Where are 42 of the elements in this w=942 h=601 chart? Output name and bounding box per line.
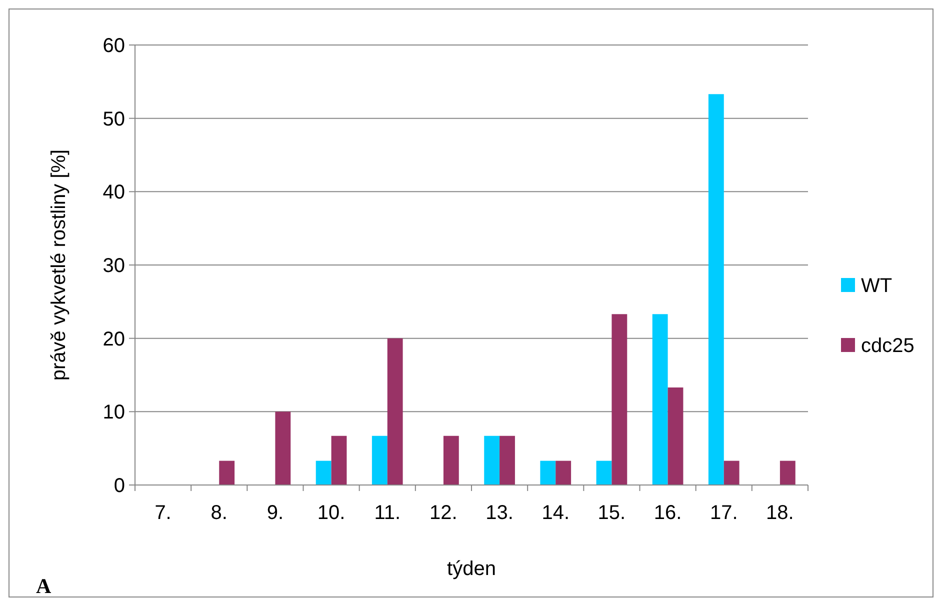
text: A xyxy=(36,574,52,598)
bar xyxy=(556,460,572,485)
x-tick-label: 8. xyxy=(210,502,228,524)
y-axis-title: právě vykvetlé rostliny [%] xyxy=(48,149,70,381)
x-tick-label: 13. xyxy=(486,502,514,524)
x-tick-label: 18. xyxy=(766,502,794,524)
bar xyxy=(780,460,796,485)
bar xyxy=(316,460,332,485)
bar xyxy=(275,412,291,485)
bar xyxy=(724,460,740,485)
x-tick-label: 14. xyxy=(542,502,570,524)
y-tick-label: 40 xyxy=(102,182,125,204)
y-tick-label: 10 xyxy=(102,402,125,424)
legend-label: cdc25 xyxy=(861,335,914,357)
x-tick-label: 9. xyxy=(266,502,284,524)
bar xyxy=(708,94,724,485)
bar xyxy=(387,338,403,485)
y-tick-label: 50 xyxy=(102,108,125,130)
x-tick-label: 17. xyxy=(710,502,738,524)
bar xyxy=(443,436,459,485)
x-tick-label: 15. xyxy=(598,502,626,524)
x-axis-title: týden xyxy=(447,558,496,580)
bar xyxy=(484,436,500,485)
x-tick-label: 11. xyxy=(374,502,401,524)
bar xyxy=(331,436,347,485)
bar xyxy=(219,460,235,485)
x-tick-label: 7. xyxy=(154,502,172,524)
bar xyxy=(652,314,668,485)
bar xyxy=(540,460,556,485)
bar xyxy=(612,314,628,485)
y-tick-label: 30 xyxy=(102,255,125,277)
bar xyxy=(668,387,684,485)
y-tick-label: 20 xyxy=(102,328,125,350)
x-tick-label: 16. xyxy=(654,502,682,524)
bar xyxy=(500,436,515,485)
y-tick-label: 60 xyxy=(102,35,125,57)
y-tick-label: 0 xyxy=(114,475,125,497)
bar xyxy=(596,460,612,485)
bar xyxy=(372,436,388,485)
x-tick-label: 10. xyxy=(317,502,346,524)
legend-label: WT xyxy=(861,275,892,297)
x-tick-label: 12. xyxy=(430,502,458,524)
